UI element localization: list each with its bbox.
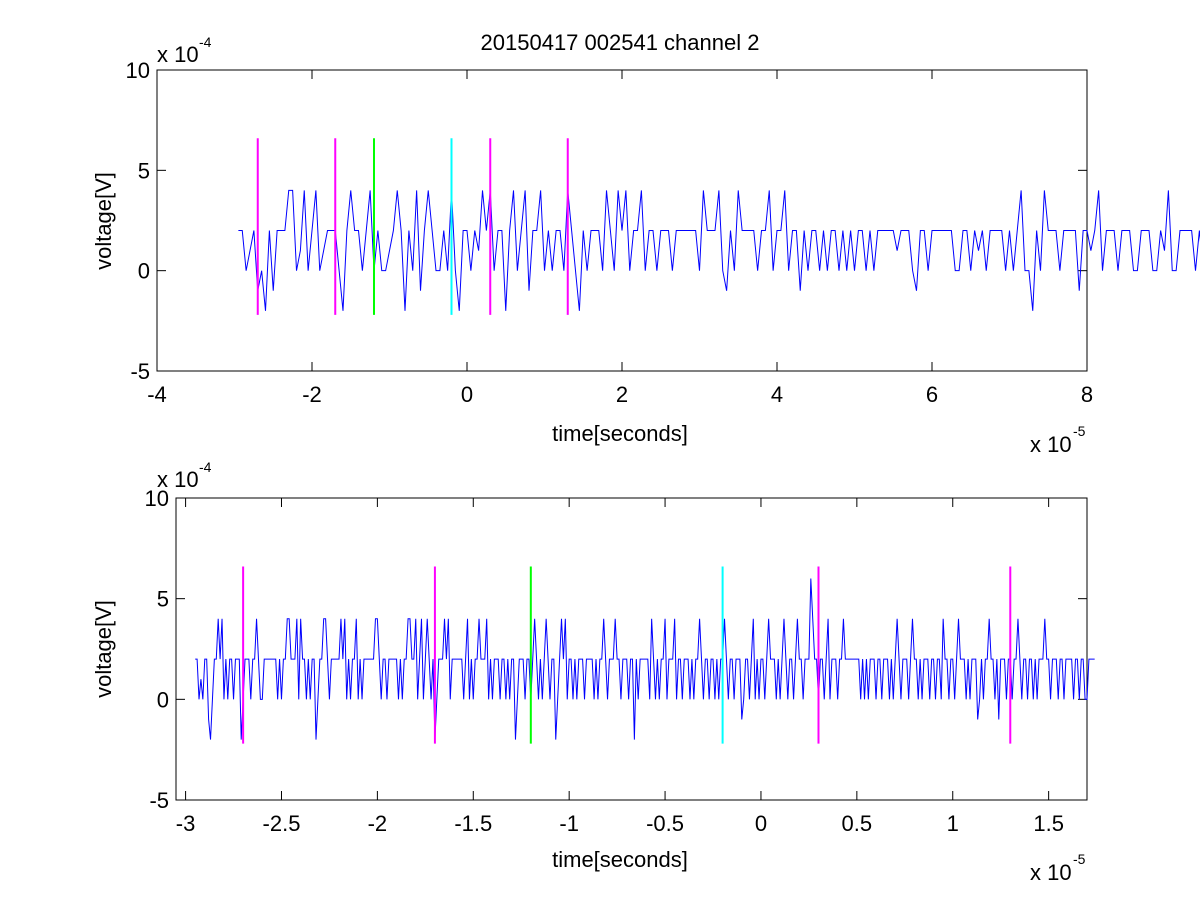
top-xtick-label: -4 (147, 382, 167, 407)
top-ticks: -4 -2 0 2 4 6 8 -5 0 5 10 (126, 58, 1094, 407)
top-x-exponent: -5 (1073, 423, 1086, 439)
bottom-xtick-label: -2.5 (263, 811, 301, 836)
bottom-markers (242, 566, 1012, 744)
bottom-xtick-label: -2 (368, 811, 388, 836)
bottom-axes-box (175, 497, 1088, 801)
top-xtick-label: 0 (461, 382, 473, 407)
bottom-xtick-label: -1.5 (454, 811, 492, 836)
top-ytick-label: -5 (130, 359, 150, 384)
bottom-x-exponent-base: x 10 (1030, 860, 1072, 885)
bottom-xtick-label: 1 (947, 811, 959, 836)
bottom-xtick-label: -1 (559, 811, 579, 836)
top-markers (256, 138, 569, 315)
bottom-traces (195, 578, 1095, 740)
bottom-xtick-label: -3 (176, 811, 196, 836)
bottom-ytick-label: 10 (145, 486, 169, 511)
bottom-ylabel: voltage[V] (91, 600, 116, 698)
top-xlabel: time[seconds] (552, 421, 688, 446)
top-ytick-label: 0 (138, 259, 150, 284)
top-xtick-label: 6 (926, 382, 938, 407)
top-ytick-label: 5 (138, 158, 150, 183)
figure-title: 20150417 002541 channel 2 (481, 30, 760, 55)
bottom-ticks: -3 -2.5 -2 -1.5 -1 -0.5 0 0.5 1 1.5 -5 0 5 10 (145, 486, 1087, 836)
bottom-ytick-label: 0 (157, 687, 169, 712)
top-y-exponent: -4 (199, 34, 212, 50)
bottom-ytick-label: -5 (149, 788, 169, 813)
top-ylabel: voltage[V] (91, 172, 116, 270)
bottom-xtick-label: 0.5 (842, 811, 873, 836)
bottom-y-exponent: -4 (199, 459, 212, 475)
top-y-exponent-base: x 10 (157, 42, 199, 67)
top-xtick-label: -2 (302, 382, 322, 407)
top-xtick-label: 4 (771, 382, 783, 407)
top-voltage-trace (238, 189, 1200, 311)
top-xtick-label: 8 (1081, 382, 1093, 407)
bottom-axes: -3 -2.5 -2 -1.5 -1 -0.5 0 0.5 1 1.5 -5 0 5 10 x 10 -4… (91, 459, 1095, 885)
bottom-xtick-label: 1.5 (1033, 811, 1064, 836)
bottom-x-exponent: -5 (1073, 851, 1086, 867)
bottom-xlabel: time[seconds] (552, 847, 688, 872)
top-traces (238, 189, 1200, 311)
bottom-xtick-label: 0 (755, 811, 767, 836)
top-x-exponent-base: x 10 (1030, 432, 1072, 457)
bottom-xtick-label: -0.5 (646, 811, 684, 836)
bottom-y-exponent-base: x 10 (157, 467, 199, 492)
bottom-voltage-trace (195, 578, 1095, 740)
top-axes: -4 -2 0 2 4 6 8 -5 0 5 10 x 10 -4 x 10 -5 time[sec… (91, 34, 1200, 457)
bottom-ytick-label: 5 (157, 587, 169, 612)
top-ytick-label: 10 (126, 58, 150, 83)
top-xtick-label: 2 (616, 382, 628, 407)
